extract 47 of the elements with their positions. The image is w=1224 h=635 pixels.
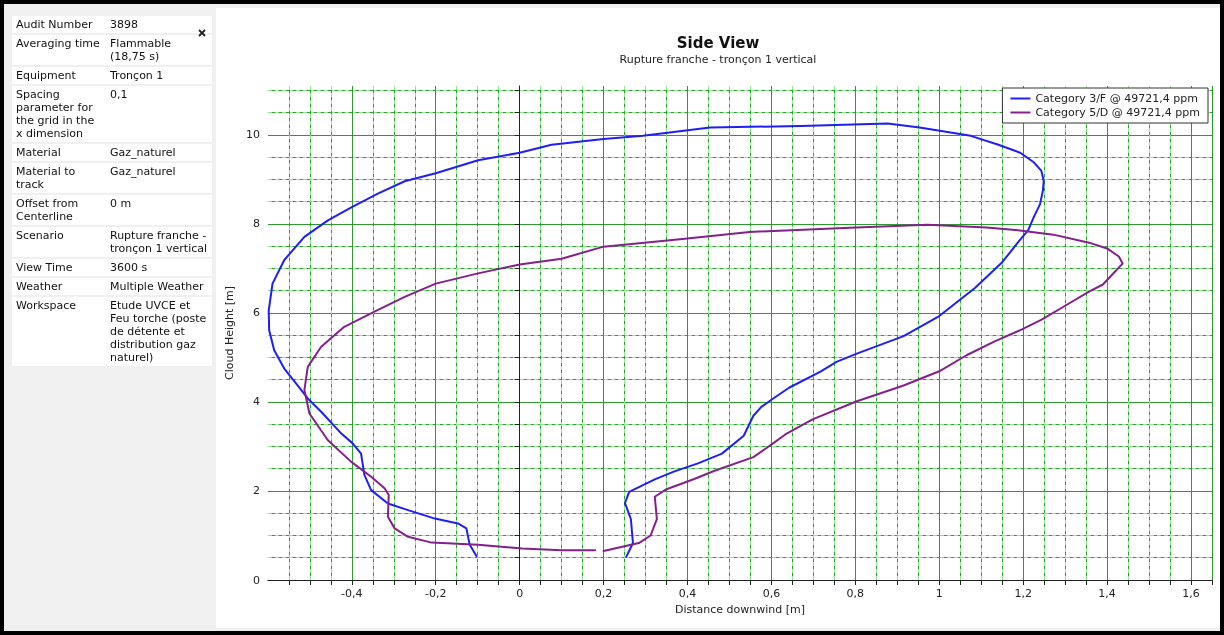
text: Rupture franche - tronçon 1 vertical xyxy=(106,227,212,257)
text: Spacing parameter for the grid in the x dimension xyxy=(12,86,106,142)
line-series xyxy=(267,122,1045,558)
text: Material xyxy=(12,144,106,161)
y-tick-label: 0 xyxy=(252,573,260,587)
text: Audit Number xyxy=(12,16,106,33)
y-tick-label: 2 xyxy=(252,484,260,498)
x-tick-label: 0,2 xyxy=(594,587,613,600)
text: 0 m xyxy=(106,195,212,225)
y-tick-label: 4 xyxy=(252,395,260,409)
y-tick-label: 8 xyxy=(252,217,260,231)
x-tick-label: 0 xyxy=(516,587,524,600)
legend-label: Category 3/F @ 49721,4 ppm xyxy=(1035,92,1198,105)
text: 3600 s xyxy=(106,259,212,276)
text: Etude UVCE et Feu torche (poste de détente et distribution gaz naturel) xyxy=(106,297,212,366)
text: Weather xyxy=(12,278,106,295)
x-tick-label: -0,4 xyxy=(341,587,363,600)
x-axis-title: Distance downwind [m] xyxy=(674,602,805,616)
text: Scenario xyxy=(12,227,106,257)
x-tick-label: 1,6 xyxy=(1182,587,1200,600)
text: Material to track xyxy=(12,163,106,193)
y-axis-title: Cloud Height [m] xyxy=(223,285,236,381)
text: Gaz_naturel xyxy=(106,144,212,161)
x-tick-label: 0,8 xyxy=(846,587,865,600)
x-tick-label: 1,2 xyxy=(1014,587,1032,600)
text: 0,1 xyxy=(106,86,212,142)
chart-title: Side View xyxy=(676,33,760,52)
text: Tronçon 1 xyxy=(106,67,212,84)
y-tick-label: 6 xyxy=(252,306,260,320)
line-series xyxy=(303,223,1124,553)
text: 3898 xyxy=(106,16,212,33)
x-tick-label: 1 xyxy=(935,587,943,600)
text: Workspace xyxy=(12,297,106,366)
legend-label: Category 5/D @ 49721,4 ppm xyxy=(1035,106,1200,119)
x-tick-label: 0,4 xyxy=(678,587,697,600)
x-tick-label: 0,6 xyxy=(762,587,781,600)
text: Equipment xyxy=(12,67,106,84)
text: Gaz_naturel xyxy=(106,163,212,193)
text: Flammable (18,75 s) xyxy=(106,35,212,65)
text: Averaging time xyxy=(12,35,106,65)
x-tick-label: 1,4 xyxy=(1098,587,1116,600)
x-tick-label: -0,2 xyxy=(425,587,447,600)
y-tick-label: 10 xyxy=(245,128,260,142)
text: Offset from Centerline xyxy=(12,195,106,225)
text: Multiple Weather xyxy=(106,278,212,295)
chart-subtitle: Rupture franche - tronçon 1 vertical xyxy=(619,53,817,66)
text: View Time xyxy=(12,259,106,276)
